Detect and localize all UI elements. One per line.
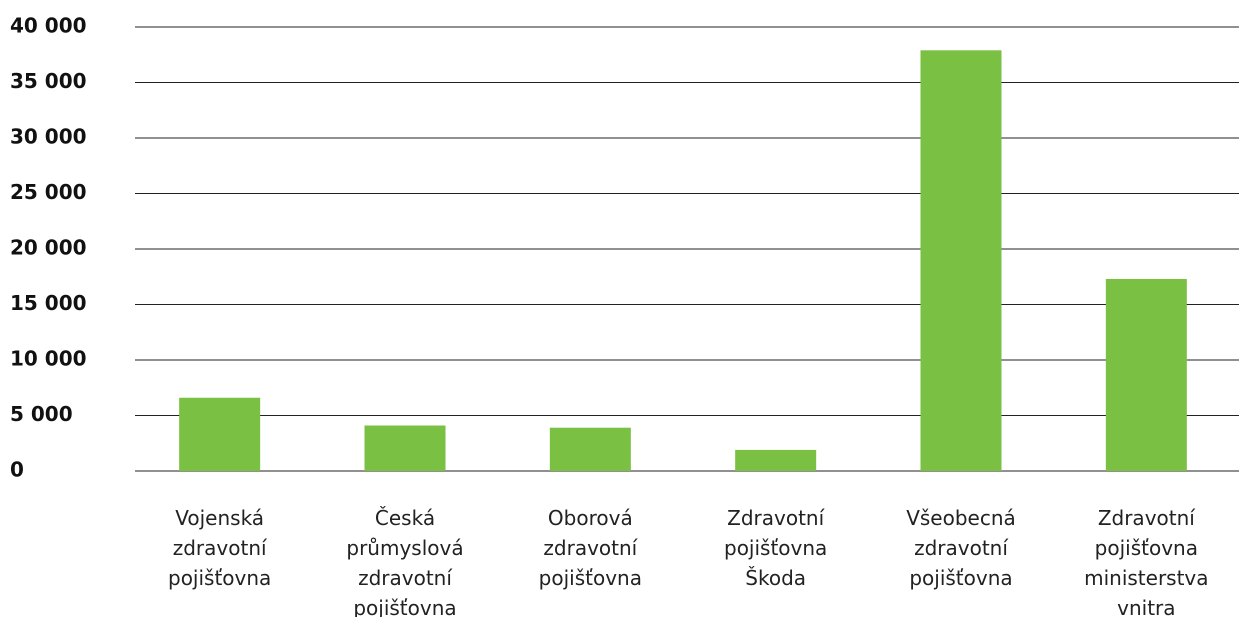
y-tick-label: 5 000 — [10, 402, 73, 426]
bar — [549, 427, 631, 471]
x-tick-label: Česká průmyslová zdravotní pojišťovna — [346, 506, 464, 617]
y-tick-label: 40 000 — [10, 14, 87, 38]
x-tick-label: Zdravotní pojišťovna Škoda — [724, 506, 828, 590]
y-tick-label: 30 000 — [10, 125, 87, 149]
bar — [179, 397, 261, 471]
x-tick-label: Zdravotní pojišťovna ministerstva vnitra — [1084, 506, 1209, 617]
y-tick-label: 0 — [10, 458, 24, 482]
bar — [735, 449, 817, 471]
bar — [920, 50, 1002, 472]
x-tick-label: Vojenská zdravotní pojišťovna — [168, 506, 272, 590]
y-tick-label: 20 000 — [10, 236, 87, 260]
y-tick-label: 25 000 — [10, 180, 87, 204]
bar — [364, 425, 446, 471]
x-tick-label: Všeobecná zdravotní pojišťovna — [906, 506, 1016, 590]
y-tick-label: 15 000 — [10, 291, 87, 315]
y-tick-label: 35 000 — [10, 69, 87, 93]
x-tick-label: Oborová zdravotní pojišťovna — [538, 506, 642, 590]
bar — [1105, 278, 1187, 471]
y-tick-label: 10 000 — [10, 347, 87, 371]
